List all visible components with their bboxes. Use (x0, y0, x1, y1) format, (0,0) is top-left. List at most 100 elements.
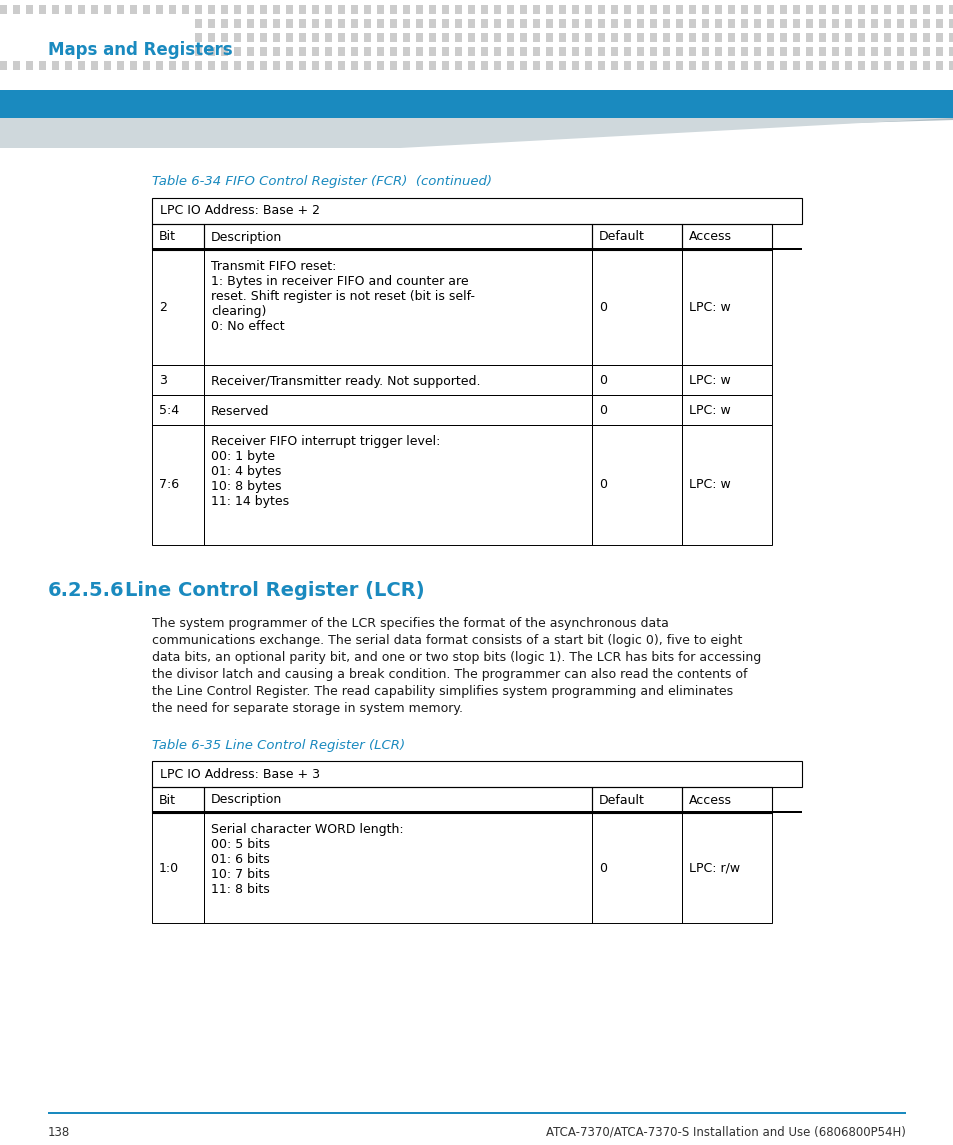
Bar (857, 33, 864, 42)
Text: The system programmer of the LCR specifies the format of the asynchronous data: The system programmer of the LCR specifi… (152, 617, 668, 630)
Bar (572, 33, 578, 42)
Bar (152, 395, 204, 425)
Bar (681, 250, 771, 365)
Bar (152, 811, 801, 813)
Bar (545, 33, 553, 42)
Bar (610, 33, 618, 42)
Bar (429, 61, 436, 70)
Bar (194, 61, 202, 70)
Bar (610, 5, 618, 14)
Bar (351, 33, 357, 42)
Bar (91, 61, 98, 70)
Bar (455, 19, 461, 27)
Bar (194, 47, 202, 56)
Bar (676, 61, 682, 70)
Bar (351, 5, 357, 14)
Bar (390, 47, 396, 56)
Bar (598, 61, 604, 70)
Bar (39, 5, 46, 14)
Bar (909, 19, 916, 27)
Bar (233, 47, 241, 56)
Bar (935, 61, 942, 70)
Bar (584, 33, 592, 42)
Bar (883, 19, 890, 27)
Bar (117, 61, 124, 70)
Bar (455, 5, 461, 14)
Bar (402, 33, 410, 42)
Bar (676, 5, 682, 14)
Text: Table 6-35 Line Control Register (LCR): Table 6-35 Line Control Register (LCR) (152, 739, 405, 752)
Bar (870, 5, 877, 14)
Bar (273, 5, 280, 14)
Bar (857, 47, 864, 56)
Bar (533, 33, 539, 42)
Bar (156, 61, 163, 70)
Bar (792, 47, 800, 56)
Bar (831, 5, 838, 14)
Bar (533, 19, 539, 27)
Bar (312, 61, 318, 70)
Bar (152, 365, 204, 395)
Bar (637, 61, 643, 70)
Bar (623, 5, 630, 14)
Bar (545, 61, 553, 70)
Bar (740, 61, 747, 70)
Text: ATCA-7370/ATCA-7370-S Installation and Use (6806800P54H): ATCA-7370/ATCA-7370-S Installation and U… (545, 1126, 905, 1138)
Bar (376, 47, 384, 56)
Bar (519, 61, 526, 70)
Bar (831, 33, 838, 42)
Bar (766, 33, 773, 42)
Bar (441, 19, 449, 27)
Bar (156, 5, 163, 14)
Bar (592, 425, 681, 545)
Bar (351, 61, 357, 70)
Bar (780, 19, 786, 27)
Text: LPC: r/w: LPC: r/w (688, 861, 740, 875)
Bar (402, 5, 410, 14)
Bar (494, 5, 500, 14)
Bar (766, 47, 773, 56)
Bar (780, 61, 786, 70)
Bar (221, 19, 228, 27)
Bar (233, 5, 241, 14)
Bar (130, 61, 137, 70)
Text: 11: 8 bits: 11: 8 bits (211, 883, 270, 897)
Text: Receiver FIFO interrupt trigger level:: Receiver FIFO interrupt trigger level: (211, 435, 440, 448)
Bar (247, 33, 253, 42)
Bar (818, 19, 825, 27)
Bar (649, 47, 657, 56)
Bar (740, 47, 747, 56)
Bar (208, 47, 214, 56)
Text: 1: Bytes in receiver FIFO and counter are: 1: Bytes in receiver FIFO and counter ar… (211, 275, 468, 289)
Text: 1:0: 1:0 (159, 861, 179, 875)
Bar (337, 19, 345, 27)
Bar (441, 5, 449, 14)
Text: 10: 7 bits: 10: 7 bits (211, 868, 270, 881)
Bar (753, 5, 760, 14)
Bar (364, 47, 371, 56)
Bar (143, 5, 150, 14)
Bar (805, 47, 812, 56)
Bar (468, 61, 475, 70)
Bar (948, 19, 953, 27)
Bar (152, 247, 801, 250)
Bar (26, 5, 33, 14)
Bar (681, 395, 771, 425)
Bar (286, 61, 293, 70)
Bar (572, 19, 578, 27)
Bar (923, 61, 929, 70)
Bar (558, 33, 565, 42)
Bar (260, 5, 267, 14)
Bar (402, 61, 410, 70)
Bar (753, 19, 760, 27)
Bar (753, 33, 760, 42)
Bar (844, 19, 851, 27)
Bar (194, 33, 202, 42)
Text: Serial character WORD length:: Serial character WORD length: (211, 823, 403, 836)
Bar (506, 5, 514, 14)
Bar (337, 33, 345, 42)
Bar (701, 61, 708, 70)
Bar (204, 365, 592, 395)
Bar (480, 33, 488, 42)
Bar (221, 5, 228, 14)
